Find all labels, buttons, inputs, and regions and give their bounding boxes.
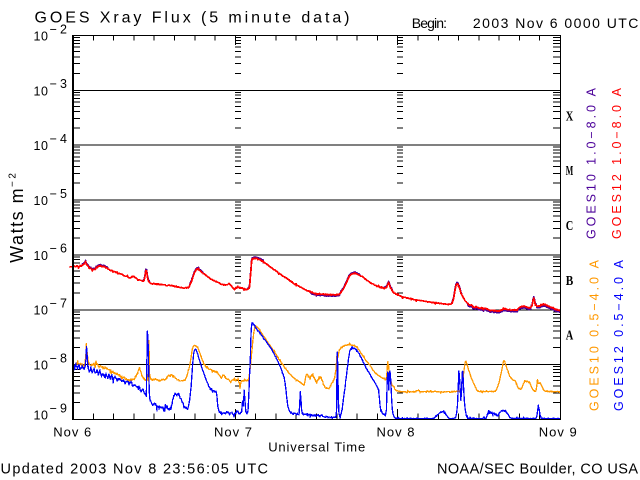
svg-text:2003 Nov 6 0000 UTC: 2003 Nov 6 0000 UTC — [473, 15, 639, 31]
svg-text:Watts m: Watts m — [7, 188, 27, 263]
svg-text:Nov 7: Nov 7 — [214, 424, 252, 439]
svg-text:Updated 2003 Nov 8 23:56:05 U: Updated 2003 Nov 8 23:56:05 UTC — [1, 462, 269, 478]
svg-text:10: 10 — [34, 359, 49, 373]
svg-text:Begin:: Begin: — [412, 15, 447, 31]
svg-text:10: 10 — [34, 84, 49, 98]
svg-text:M: M — [566, 164, 574, 179]
svg-text:10: 10 — [34, 139, 49, 153]
svg-text:C: C — [566, 219, 574, 234]
svg-text:10: 10 — [34, 29, 49, 43]
svg-text:10: 10 — [34, 304, 49, 318]
svg-text:X: X — [566, 109, 574, 124]
svg-text:10: 10 — [34, 249, 49, 263]
svg-text:10: 10 — [34, 194, 49, 208]
svg-text:GOES12 1.0−8.0 A: GOES12 1.0−8.0 A — [610, 87, 624, 239]
svg-text:A: A — [566, 329, 574, 344]
svg-text:Nov 8: Nov 8 — [377, 424, 415, 439]
svg-text:B: B — [566, 274, 574, 289]
svg-text:Nov 9: Nov 9 — [539, 424, 577, 439]
svg-text:Nov 6: Nov 6 — [53, 424, 91, 439]
svg-text:Universal Time: Universal Time — [268, 440, 365, 455]
svg-text:GOES12 0.5−4.0 A: GOES12 0.5−4.0 A — [612, 259, 626, 411]
svg-text:GOES10 0.5−4.0 A: GOES10 0.5−4.0 A — [588, 259, 602, 411]
svg-text:GOES10 1.0−8.0 A: GOES10 1.0−8.0 A — [585, 87, 599, 239]
svg-text:10: 10 — [34, 409, 49, 423]
svg-text:NOAA/SEC Boulder, CO USA: NOAA/SEC Boulder, CO USA — [437, 462, 638, 478]
